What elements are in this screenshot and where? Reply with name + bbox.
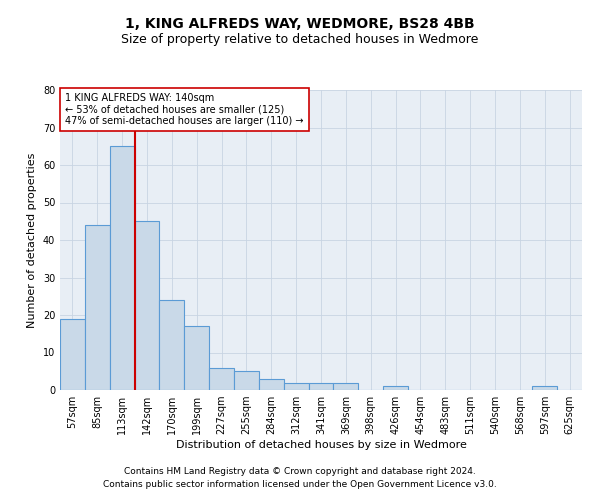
Bar <box>259 379 284 390</box>
Bar <box>160 300 184 390</box>
Bar <box>110 146 134 390</box>
Text: Size of property relative to detached houses in Wedmore: Size of property relative to detached ho… <box>121 32 479 46</box>
Text: 1, KING ALFREDS WAY, WEDMORE, BS28 4BB: 1, KING ALFREDS WAY, WEDMORE, BS28 4BB <box>125 18 475 32</box>
Bar <box>85 225 110 390</box>
Bar <box>234 371 259 390</box>
Bar <box>284 382 308 390</box>
Bar <box>334 382 358 390</box>
Y-axis label: Number of detached properties: Number of detached properties <box>27 152 37 328</box>
Text: Contains public sector information licensed under the Open Government Licence v3: Contains public sector information licen… <box>103 480 497 489</box>
Bar <box>60 319 85 390</box>
Bar <box>383 386 408 390</box>
Bar <box>184 326 209 390</box>
Bar <box>134 221 160 390</box>
Bar <box>532 386 557 390</box>
Bar <box>209 368 234 390</box>
Text: Contains HM Land Registry data © Crown copyright and database right 2024.: Contains HM Land Registry data © Crown c… <box>124 467 476 476</box>
Text: 1 KING ALFREDS WAY: 140sqm
← 53% of detached houses are smaller (125)
47% of sem: 1 KING ALFREDS WAY: 140sqm ← 53% of deta… <box>65 93 304 126</box>
X-axis label: Distribution of detached houses by size in Wedmore: Distribution of detached houses by size … <box>176 440 466 450</box>
Bar <box>308 382 334 390</box>
